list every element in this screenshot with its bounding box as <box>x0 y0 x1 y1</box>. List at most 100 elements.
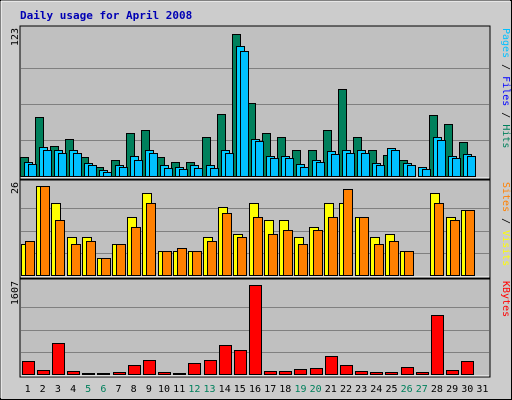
day-label-31: 31 <box>476 384 488 395</box>
day-label-22: 22 <box>340 384 352 395</box>
kbytes-bar-day-2 <box>37 370 50 375</box>
panel-hits_files_pages: 123 Pages / Files / Hits <box>10 25 511 180</box>
pages-bar-day-18 <box>285 158 294 177</box>
kbytes-bar-day-15 <box>234 350 247 375</box>
sites-bar-day-29 <box>450 220 460 276</box>
day-label-28: 28 <box>431 384 443 395</box>
day-label-11: 11 <box>173 384 185 395</box>
sites-bar-day-15 <box>237 237 247 276</box>
pages-bar-day-3 <box>58 153 67 177</box>
day-label-30: 30 <box>461 384 473 395</box>
kbytes-bar-day-30 <box>461 361 474 375</box>
pages-bar-day-9 <box>149 153 158 177</box>
kbytes-bar-day-11 <box>173 373 186 375</box>
day-label-14: 14 <box>219 384 231 395</box>
day-label-17: 17 <box>264 384 276 395</box>
kbytes-bar-day-17 <box>264 371 277 375</box>
sites-bar-day-10 <box>162 251 172 276</box>
legend-part: / <box>500 212 511 230</box>
sites-bar-day-19 <box>298 244 308 276</box>
pages-bar-day-17 <box>270 158 279 177</box>
day-label-8: 8 <box>131 384 137 395</box>
sites-bar-day-17 <box>268 234 278 276</box>
day-label-25: 25 <box>385 384 397 395</box>
day-label-20: 20 <box>310 384 322 395</box>
kbytes-bar-day-25 <box>385 372 398 375</box>
pages-bar-day-22 <box>346 153 355 177</box>
panel-kbytes: 1607 KBytes <box>10 278 511 378</box>
pages-bar-day-14 <box>225 153 234 177</box>
pages-bar-day-27 <box>422 169 431 177</box>
day-label-5: 5 <box>85 384 91 395</box>
sites-bar-day-3 <box>55 220 65 276</box>
pages-bar-day-20 <box>316 162 325 177</box>
day-label-6: 6 <box>100 384 106 395</box>
kbytes-bar-day-23 <box>355 371 368 375</box>
sites-bar-day-25 <box>389 241 399 276</box>
sites-bar-day-14 <box>222 213 232 276</box>
sites-bar-day-6 <box>101 258 111 276</box>
kbytes-bar-day-9 <box>143 360 156 375</box>
sites-bar-day-21 <box>328 217 338 276</box>
pages-bar-day-21 <box>331 154 340 177</box>
pages-bar-day-16 <box>255 141 264 177</box>
pages-bar-day-19 <box>300 167 309 177</box>
pages-bar-day-25 <box>391 150 400 177</box>
kbytes-bar-day-16 <box>249 285 262 375</box>
sites-bar-day-16 <box>253 217 263 276</box>
day-label-21: 21 <box>325 384 337 395</box>
pages-bar-day-4 <box>73 153 82 177</box>
pages-bar-day-12 <box>194 168 203 177</box>
pages-bar-day-23 <box>361 153 370 177</box>
sites-bar-day-7 <box>116 244 126 276</box>
panel-visits_sites: 26 Sites / Visits <box>10 179 511 279</box>
day-label-16: 16 <box>249 384 261 395</box>
kbytes-bar-day-10 <box>158 372 171 375</box>
pages-bar-day-6 <box>103 172 112 177</box>
legend-part: Visits <box>500 230 511 266</box>
sites-bar-day-2 <box>40 186 50 276</box>
day-label-4: 4 <box>70 384 76 395</box>
panel-legend-label: Sites / Visits <box>500 182 511 266</box>
sites-bar-day-24 <box>374 244 384 276</box>
sites-bar-day-26 <box>404 251 414 276</box>
pages-bar-day-15 <box>240 51 249 177</box>
kbytes-bar-day-24 <box>370 372 383 375</box>
sites-bar-day-13 <box>207 241 217 276</box>
day-label-12: 12 <box>188 384 200 395</box>
kbytes-bar-day-12 <box>188 363 201 375</box>
sites-bar-day-8 <box>131 227 141 276</box>
y-max-label: 123 <box>10 28 21 46</box>
day-label-9: 9 <box>146 384 152 395</box>
day-label-3: 3 <box>55 384 61 395</box>
sites-bar-day-1 <box>25 241 35 276</box>
legend-part: KBytes <box>500 281 511 317</box>
day-label-27: 27 <box>416 384 428 395</box>
day-label-2: 2 <box>40 384 46 395</box>
legend-part: Pages <box>500 28 511 58</box>
kbytes-bar-day-8 <box>128 365 141 375</box>
kbytes-bar-day-26 <box>401 367 414 375</box>
day-label-26: 26 <box>401 384 413 395</box>
pages-bar-day-11 <box>179 169 188 177</box>
x-axis-day-labels: 1 2 3 4 5 6 7 8 9 10 11 12 13 14 15 16 17 18 19 20 21 22 23 24 2… <box>25 384 489 395</box>
legend-part: / <box>500 106 511 124</box>
sites-bar-day-30 <box>465 210 475 276</box>
sites-bar-day-28 <box>434 203 444 276</box>
kbytes-bar-day-22 <box>340 365 353 375</box>
panel-legend-label: Pages / Files / Hits <box>500 28 511 148</box>
kbytes-bar-day-20 <box>310 368 323 375</box>
kbytes-bar-day-6 <box>97 373 110 375</box>
pages-bar-day-24 <box>376 165 385 177</box>
kbytes-bar-day-4 <box>67 371 80 375</box>
sites-bar-day-12 <box>192 251 202 276</box>
pages-bar-day-2 <box>43 150 52 177</box>
pages-bar-day-7 <box>119 167 128 177</box>
kbytes-bar-day-18 <box>279 371 292 375</box>
day-label-29: 29 <box>446 384 458 395</box>
kbytes-bar-day-19 <box>294 369 307 375</box>
day-label-7: 7 <box>115 384 121 395</box>
sites-bar-day-5 <box>86 241 96 276</box>
legend-part: Hits <box>500 124 511 148</box>
